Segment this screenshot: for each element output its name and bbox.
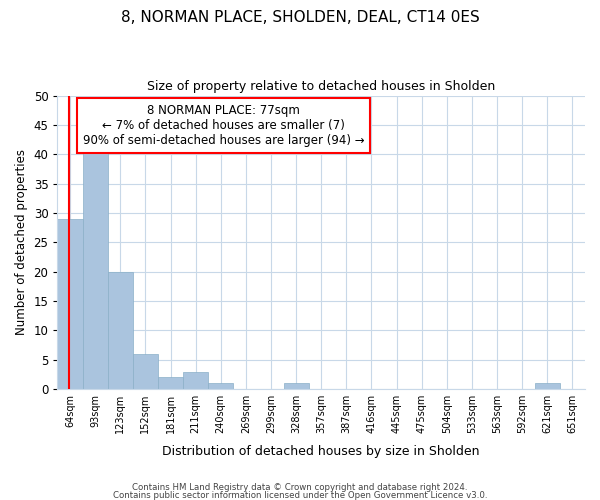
Text: Contains HM Land Registry data © Crown copyright and database right 2024.: Contains HM Land Registry data © Crown c… (132, 484, 468, 492)
Bar (208, 384, 233, 389)
Bar (158, 378, 183, 389)
Text: Contains public sector information licensed under the Open Government Licence v3: Contains public sector information licen… (113, 490, 487, 500)
Text: 8 NORMAN PLACE: 77sqm
← 7% of detached houses are smaller (7)
90% of semi-detach: 8 NORMAN PLACE: 77sqm ← 7% of detached h… (83, 104, 364, 148)
Bar (83, 142, 108, 389)
Bar (284, 384, 308, 389)
Bar (58, 219, 83, 389)
Bar (133, 354, 158, 389)
Title: Size of property relative to detached houses in Sholden: Size of property relative to detached ho… (147, 80, 496, 93)
X-axis label: Distribution of detached houses by size in Sholden: Distribution of detached houses by size … (163, 444, 480, 458)
Text: 8, NORMAN PLACE, SHOLDEN, DEAL, CT14 0ES: 8, NORMAN PLACE, SHOLDEN, DEAL, CT14 0ES (121, 10, 479, 25)
Y-axis label: Number of detached properties: Number of detached properties (15, 150, 28, 336)
Bar (108, 272, 133, 389)
Bar (183, 372, 208, 389)
Bar (535, 384, 560, 389)
